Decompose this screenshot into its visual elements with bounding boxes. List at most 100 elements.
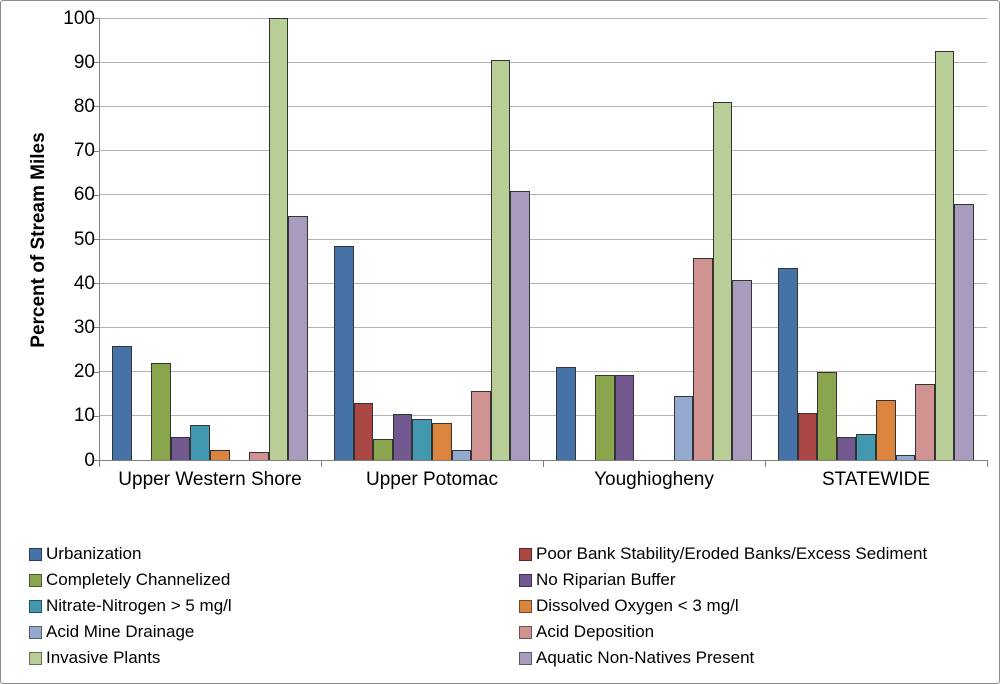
x-category-label-1: Upper Potomac (365, 469, 498, 490)
y-axis-tick-40 (93, 283, 99, 285)
bar-slot (954, 18, 974, 460)
bar-slot (471, 18, 491, 460)
legend-item: Completely Channelized (29, 567, 232, 593)
bar-slot (673, 18, 694, 460)
y-axis-tick-10 (93, 415, 99, 417)
bar-slot (334, 18, 354, 460)
legend-swatch-icon (29, 573, 42, 587)
bar-slot (712, 18, 733, 460)
legend-swatch-icon (29, 625, 42, 639)
bar-acid-mine-drainage (895, 454, 916, 460)
legend-item: Nitrate-Nitrogen > 5 mg/l (29, 593, 232, 619)
bar-slot (431, 18, 452, 460)
legend-swatch-icon (29, 651, 42, 665)
bar-slot (230, 18, 250, 460)
legend-item-label: Dissolved Oxygen < 3 mg/l (536, 596, 739, 615)
legend-item: No Riparian Buffer (519, 567, 927, 593)
bar-slot (353, 18, 374, 460)
y-axis-tick-90 (93, 62, 99, 64)
gridline-70 (99, 150, 987, 152)
bar-completely-channelized (595, 374, 615, 460)
bar-urbanization (112, 345, 132, 460)
bar-acid-deposition (249, 452, 269, 460)
y-axis-line (99, 18, 100, 461)
x-category-label-0: Upper Western Shore (118, 469, 302, 490)
legend-item-label: Nitrate-Nitrogen > 5 mg/l (46, 596, 232, 615)
legend-swatch-icon (29, 547, 42, 561)
y-tick-label-10: 10 (73, 405, 95, 427)
bar-dissolved-oxygen-3-mg-l (431, 422, 452, 460)
y-axis-tick-0 (93, 460, 99, 461)
y-axis-tick-80 (93, 106, 99, 108)
y-tick-label-70: 70 (73, 140, 95, 162)
gridline-90 (99, 61, 987, 63)
bar-slot (490, 18, 511, 460)
y-tick-label-90: 90 (73, 51, 95, 73)
bar-slot (268, 18, 289, 460)
bar-poor-bank-stability-eroded-banks-excess-sediment (353, 403, 374, 460)
bar-no-riparian-buffer (836, 436, 857, 460)
legend-item-label: Poor Bank Stability/Eroded Banks/Excess … (536, 544, 928, 563)
bar-no-riparian-buffer (392, 414, 413, 460)
bar-dissolved-oxygen-3-mg-l (209, 450, 230, 460)
legend-item-label: Completely Channelized (46, 570, 231, 589)
y-axis-tick-60 (93, 194, 99, 196)
y-axis-tick-30 (93, 327, 99, 329)
legend-item: Dissolved Oxygen < 3 mg/l (519, 593, 927, 619)
bar-slot (856, 18, 876, 460)
bar-slot (797, 18, 818, 460)
bar-acid-mine-drainage (673, 396, 694, 460)
bar-slot (451, 18, 472, 460)
legend-item: Poor Bank Stability/Eroded Banks/Excess … (519, 541, 927, 567)
bar-slot (288, 18, 308, 460)
bar-group-3 (765, 18, 987, 460)
bar-aquatic-non-natives-present (510, 191, 530, 460)
legend-item: Urbanization (29, 541, 232, 567)
bar-slot (556, 18, 576, 460)
bar-slot (595, 18, 615, 460)
bar-slot (112, 18, 132, 460)
y-tick-label-50: 50 (73, 228, 95, 250)
y-tick-label-40: 40 (73, 272, 95, 294)
bar-dissolved-oxygen-3-mg-l (875, 400, 896, 460)
bar-aquatic-non-natives-present (288, 215, 308, 460)
bar-acid-mine-drainage (451, 450, 472, 460)
gridline-80 (99, 105, 987, 107)
bar-slot (209, 18, 230, 460)
x-axis-tick-3 (765, 461, 766, 467)
bar-slot (614, 18, 635, 460)
bar-slot (373, 18, 393, 460)
bar-completely-channelized (151, 362, 171, 460)
bar-invasive-plants (934, 50, 955, 460)
bar-slot (634, 18, 654, 460)
bar-slot (654, 18, 674, 460)
gridline-60 (99, 194, 987, 196)
bar-slot (170, 18, 191, 460)
gridline-40 (99, 282, 987, 284)
y-tick-label-30: 30 (73, 316, 95, 338)
x-axis-tick-1 (321, 461, 322, 467)
legend-item-label: Acid Mine Drainage (46, 622, 195, 641)
legend-swatch-icon (519, 651, 532, 665)
legend-item: Acid Deposition (519, 619, 927, 645)
bar-slot (249, 18, 269, 460)
bar-slot (895, 18, 916, 460)
bar-slot (412, 18, 432, 460)
bar-slot (778, 18, 798, 460)
bar-acid-deposition (693, 258, 713, 460)
y-tick-label-60: 60 (73, 184, 95, 206)
y-tick-label-0: 0 (84, 449, 95, 471)
y-tick-label-100: 100 (63, 7, 95, 29)
bar-completely-channelized (373, 439, 393, 460)
bar-slot (151, 18, 171, 460)
bar-urbanization (334, 245, 354, 460)
legend-swatch-icon (519, 547, 532, 561)
bar-slot (576, 18, 596, 460)
bar-urbanization (778, 267, 798, 460)
bar-no-riparian-buffer (614, 374, 635, 460)
gridline-20 (99, 371, 987, 373)
legend-item-label: Aquatic Non-Natives Present (536, 648, 755, 667)
legend-item: Acid Mine Drainage (29, 619, 232, 645)
y-axis-tick-70 (93, 150, 99, 152)
